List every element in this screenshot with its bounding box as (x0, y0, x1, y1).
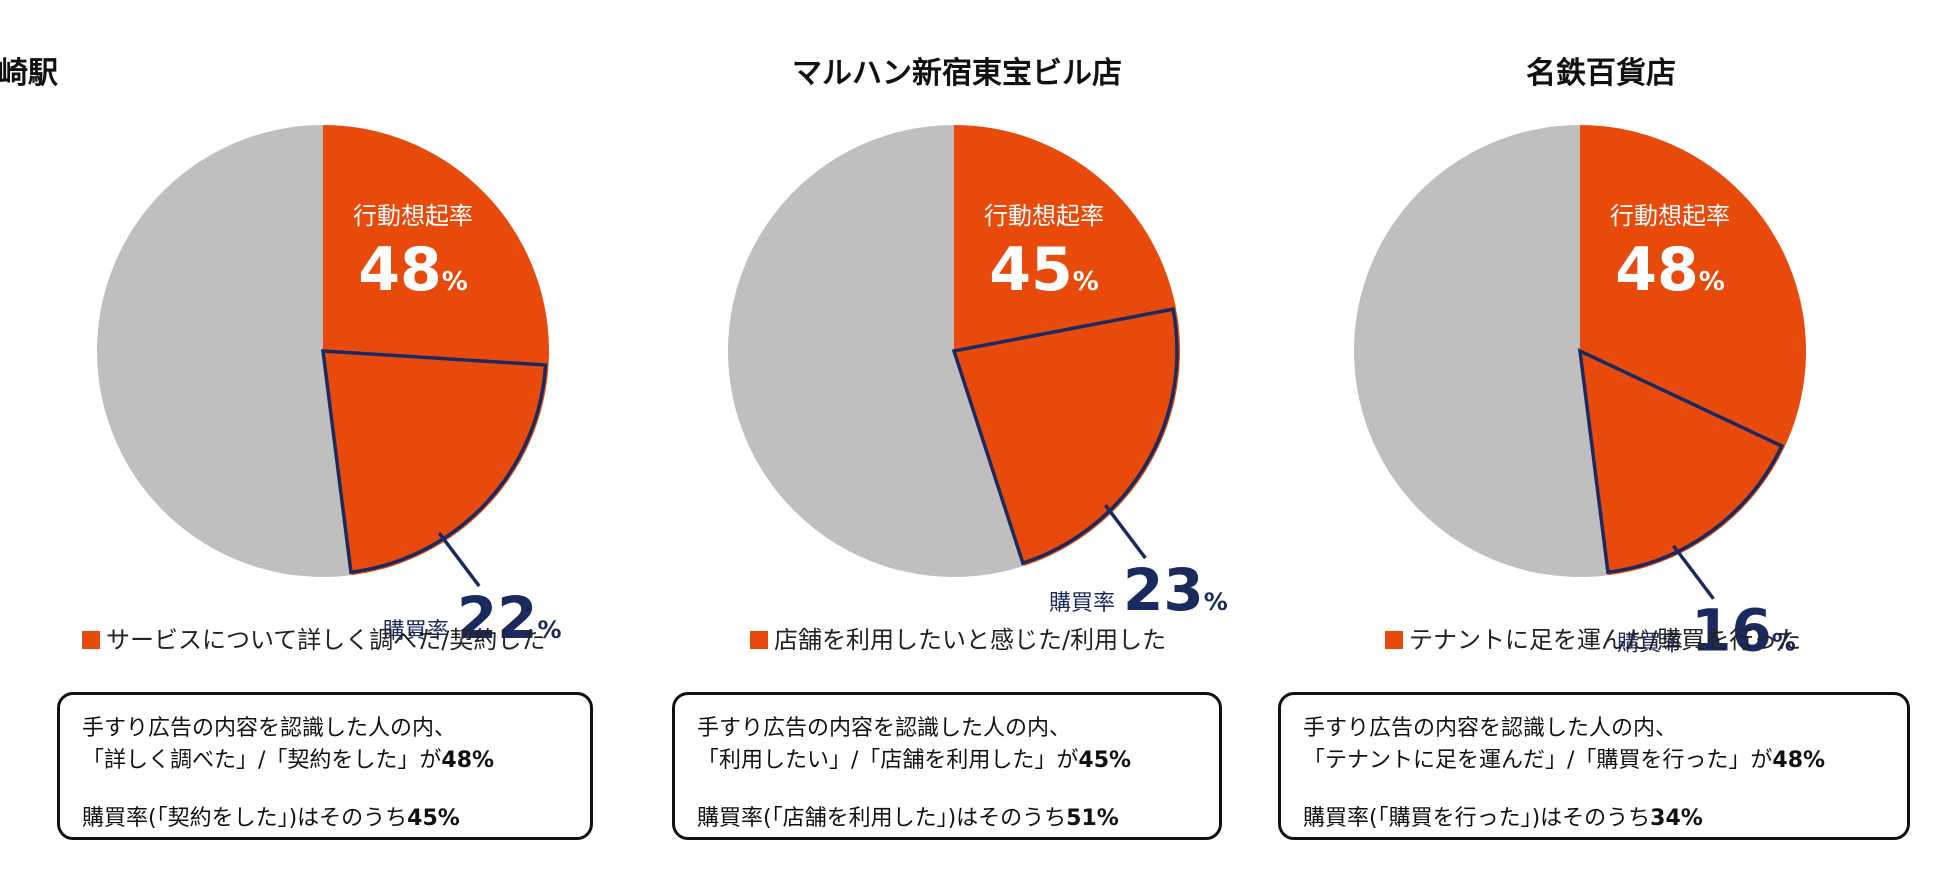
action-rate-label: 行動想起率 (1610, 202, 1730, 230)
note-line-3-text: 購買率(「契約をした」)はそのうち (82, 806, 408, 831)
purchase-rate-label: 購買率 (383, 619, 449, 644)
pie-slice-rest (97, 125, 352, 577)
action-rate-unit: % (1073, 267, 1099, 297)
note-line-3: 購買率(「契約をした」)はそのうち45% (82, 803, 568, 835)
pie-slice-action (323, 125, 549, 576)
legend-label: 店舗を利用したいと感じた/利用した (774, 626, 1167, 654)
note-line-1: 手すり広告の内容を認識した人の内、 (697, 716, 1072, 741)
purchase-rate-unit: % (538, 616, 562, 644)
note-line-2: 「利用したい」/「店舗を利用した」が45% (697, 745, 1197, 777)
purchase-rate-number: 16 (1691, 597, 1772, 665)
pie-slice-rest (728, 125, 1024, 577)
purchase-rate-value: 購買率 23% (1049, 556, 1228, 624)
legend-label: サービスについて詳しく調べた/契約した (106, 626, 546, 654)
chart-legend: 店舗を利用したいと感じた/利用した (750, 620, 1166, 655)
action-rate-label: 行動想起率 (984, 202, 1104, 230)
chart-title: 高崎駅 (0, 56, 58, 91)
note-line-3: 購買率(「店舗を利用した」)はそのうち51% (697, 803, 1197, 835)
note-line-3-text: 購買率(「購買を行った」)はそのうち (1303, 806, 1651, 831)
purchase-rate-number: 22 (457, 584, 538, 652)
pie-slice-action (1580, 125, 1806, 576)
note-box: 手すり広告の内容を認識した人の内、 「利用したい」/「店舗を利用した」が45% … (672, 692, 1222, 840)
action-rate-number: 48 (1615, 235, 1699, 305)
note-line-2-value: 48% (441, 748, 495, 773)
chart-panel-1: マルハン新宿東宝ビル店 行動想起率 45% 購買率 23% 店舗を利用したいと感じ… (632, 0, 1282, 871)
note-line-1: 手すり広告の内容を認識した人の内、 (82, 716, 457, 741)
note-line-2-text: 「テナントに足を運んだ」/「購買を行った」が (1303, 748, 1773, 773)
chart-title: 名鉄百貨店 (1526, 56, 1676, 91)
note-line-2: 「詳しく調べた」/「契約をした」が48% (82, 745, 568, 777)
pie-chart: 行動想起率 48% 購買率 22% (97, 125, 562, 652)
purchase-rate-value: 購買率 16% (1617, 597, 1796, 665)
purchase-rate-unit: % (1772, 629, 1796, 657)
note-box: 手すり広告の内容を認識した人の内、 「詳しく調べた」/「契約をした」が48% 購… (57, 692, 593, 840)
purchase-leader-line (1103, 504, 1147, 560)
note-line-3-value: 34% (1650, 806, 1703, 831)
action-rate-value: 48% (1615, 235, 1725, 305)
action-rate-number: 48 (358, 235, 442, 305)
pie-slice-purchase-outline (320, 349, 548, 575)
action-rate-label: 行動想起率 (353, 202, 473, 230)
action-rate-unit: % (442, 267, 468, 297)
note-line-2: 「テナントに足を運んだ」/「購買を行った」が48% (1303, 745, 1885, 777)
chart-title: マルハン新宿東宝ビル店 (792, 56, 1122, 91)
purchase-leader-line (437, 532, 481, 588)
note-line-2-text: 「利用したい」/「店舗を利用した」が (697, 748, 1079, 773)
note-line-3-text: 購買率(「店舗を利用した」)はそのうち (697, 806, 1067, 831)
note-line-3-value: 51% (1066, 806, 1119, 831)
purchase-rate-label: 購買率 (1617, 632, 1683, 657)
note-line-3: 購買率(「購買を行った」)はそのうち34% (1303, 803, 1885, 835)
note-line-1: 手すり広告の内容を認識した人の内、 (1303, 716, 1678, 741)
chart-legend: サービスについて詳しく調べた/契約した (82, 620, 545, 655)
pie-chart: 行動想起率 48% 購買率 16% (1354, 125, 1806, 665)
pie-slice-action (954, 125, 1180, 566)
chart-panel-2: 名鉄百貨店 行動想起率 48% 購買率 16% テナントに足を運んだ/購買を行った… (1260, 0, 1910, 871)
purchase-rate-unit: % (1204, 588, 1228, 616)
legend-swatch (1385, 631, 1403, 649)
purchase-rate-label: 購買率 (1049, 591, 1115, 616)
action-rate-unit: % (1699, 267, 1725, 297)
note-line-2-value: 45% (1078, 748, 1132, 773)
legend-swatch (750, 631, 768, 649)
action-rate-value: 48% (358, 235, 468, 305)
action-rate-value: 45% (989, 235, 1099, 305)
note-line-2-value: 48% (1772, 748, 1826, 773)
pie-slice-rest (1354, 125, 1609, 577)
legend-swatch (82, 631, 100, 649)
pie-chart: 行動想起率 45% 購買率 23% (728, 125, 1228, 624)
pie-slice-purchase-outline (1577, 348, 1785, 575)
purchase-rate-value: 購買率 22% (383, 584, 562, 652)
note-box: 手すり広告の内容を認識した人の内、 「テナントに足を運んだ」/「購買を行った」が… (1278, 692, 1910, 840)
note-line-2-text: 「詳しく調べた」/「契約をした」が (82, 748, 442, 773)
note-line-3-value: 45% (407, 806, 460, 831)
action-rate-number: 45 (989, 235, 1073, 305)
purchase-leader-line (1672, 544, 1715, 600)
legend-label: テナントに足を運んだ/購買を行った (1409, 626, 1802, 654)
chart-panel-0: 高崎駅 行動想起率 48% 購買率 22% サービスについて詳しく調べた/契約した… (0, 0, 650, 871)
purchase-rate-number: 23 (1123, 556, 1204, 624)
pie-slice-purchase-outline (951, 307, 1179, 566)
chart-legend: テナントに足を運んだ/購買を行った (1385, 620, 1801, 655)
